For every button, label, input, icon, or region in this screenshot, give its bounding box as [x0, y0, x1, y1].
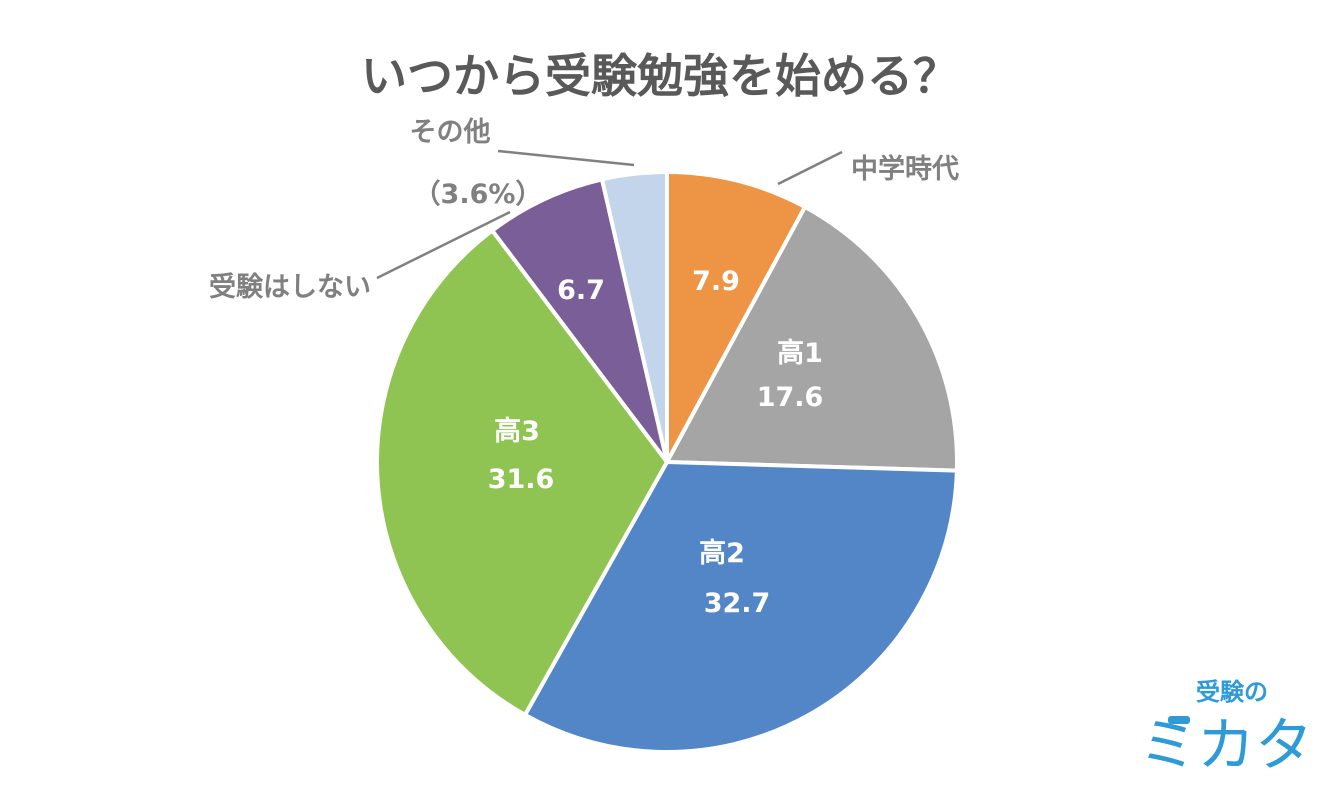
slice-value: 31.6 — [488, 464, 555, 495]
slice-label: その他 — [410, 117, 491, 148]
leader-lines — [376, 149, 843, 280]
chart-title: いつから受験勉強を始める？ — [361, 49, 959, 103]
slice-value: （3.6%） — [414, 179, 543, 210]
slice-label: 中学時代 — [851, 153, 959, 185]
pie-slices — [375, 170, 959, 754]
slice-value: 6.7 — [557, 275, 605, 306]
slice-value: 32.7 — [704, 588, 771, 619]
slice-label: 受験はしない — [209, 271, 371, 303]
slice-5 — [600, 170, 669, 464]
slice-0 — [665, 170, 807, 464]
logo-hat-icon — [1168, 716, 1190, 724]
slice-4 — [490, 177, 669, 464]
slice-value: 7.9 — [692, 266, 740, 297]
slice-3 — [375, 228, 669, 717]
slice-value: 17.6 — [757, 382, 824, 413]
slice-1 — [665, 204, 959, 473]
leader-line — [376, 210, 511, 280]
site-logo: 受験の ミカタ — [1139, 678, 1313, 779]
slice-labels: 中学時代 7.9 高1 17.6 高2 32.7 高3 31.6 受験はしない 6.7 その他 （3.… — [209, 117, 959, 619]
logo-bottom-text: ミカタ — [1139, 711, 1313, 779]
slice-label: 高1 — [777, 337, 823, 369]
slice-2 — [523, 460, 959, 754]
leader-line — [497, 149, 635, 167]
leader-line — [777, 150, 843, 186]
logo-top-text: 受験の — [1196, 678, 1268, 706]
slice-label: 高3 — [494, 415, 540, 447]
slice-label: 高2 — [699, 537, 745, 569]
